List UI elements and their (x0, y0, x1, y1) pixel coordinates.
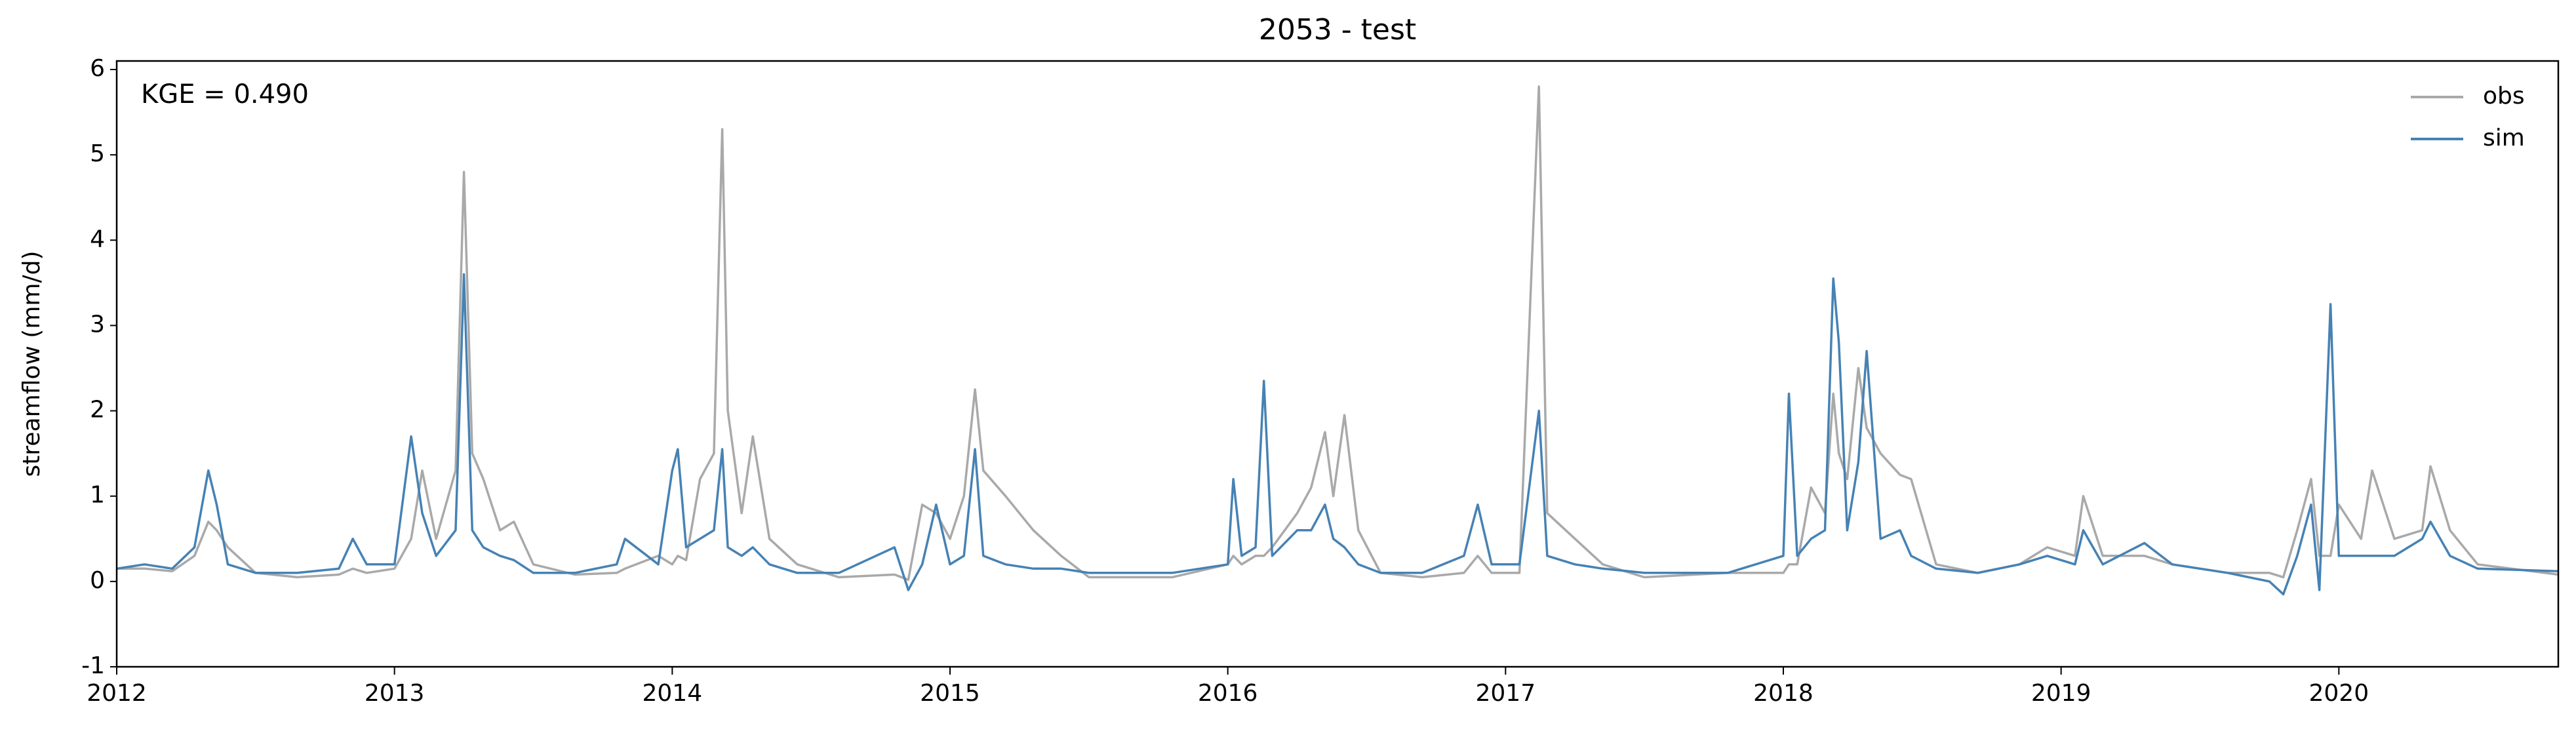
chart-title: 2053 - test (1259, 13, 1416, 47)
x-tick-label: 2019 (2031, 680, 2091, 707)
y-tick-label: 1 (90, 482, 105, 509)
x-tick-label: 2014 (643, 680, 703, 707)
y-axis-label: streamflow (mm/d) (18, 251, 45, 477)
plot-frame (115, 60, 2560, 668)
x-tick-label: 2017 (1476, 680, 1536, 707)
series-line (117, 85, 2559, 582)
legend-label: sim (2483, 125, 2525, 151)
x-tick-label: 2015 (920, 680, 980, 707)
y-tick-label: 2 (90, 397, 105, 424)
y-tick-label: 6 (90, 55, 105, 82)
x-tick-label: 2016 (1198, 680, 1258, 707)
y-tick-label: 4 (90, 226, 105, 252)
legend-label: obs (2483, 83, 2525, 109)
y-tick-label: 0 (90, 567, 105, 594)
y-tick-label: -1 (81, 652, 105, 679)
x-tick-label: 2012 (87, 680, 147, 707)
x-tick-label: 2020 (2308, 680, 2369, 707)
x-tick-label: 2018 (1753, 680, 1813, 707)
y-tick-label: 5 (90, 140, 105, 167)
x-tick-label: 2013 (365, 680, 425, 707)
y-tick-label: 3 (90, 311, 105, 338)
series-line (116, 273, 2559, 596)
annotation: KGE = 0.490 (141, 79, 309, 109)
